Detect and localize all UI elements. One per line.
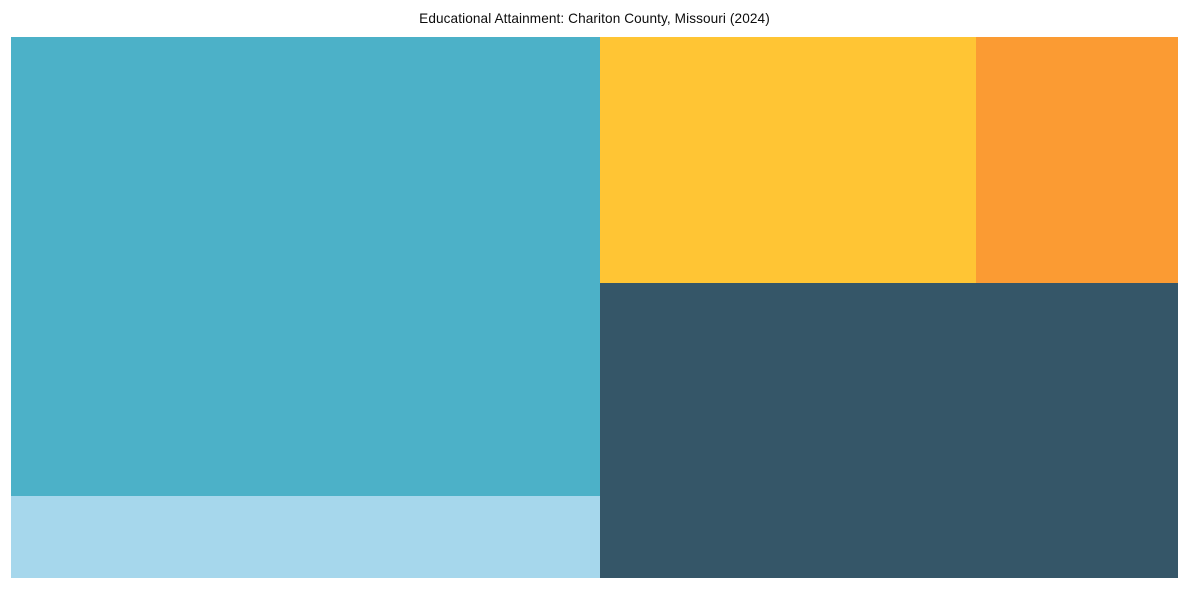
page-title: Educational Attainment: Chariton County,… xyxy=(419,11,770,26)
treemap-tile[interactable]: Some college, no degree xyxy=(600,283,1178,578)
treemap-plot-area: High school graduate Some college, no de… xyxy=(11,37,1178,578)
treemap-tile[interactable]: Associate's degree xyxy=(976,37,1178,283)
treemap-tile[interactable]: Less than high school xyxy=(11,496,600,578)
treemap-tile[interactable]: High school graduate xyxy=(11,37,600,496)
treemap-tile[interactable]: Bachelor's degree xyxy=(600,37,976,283)
